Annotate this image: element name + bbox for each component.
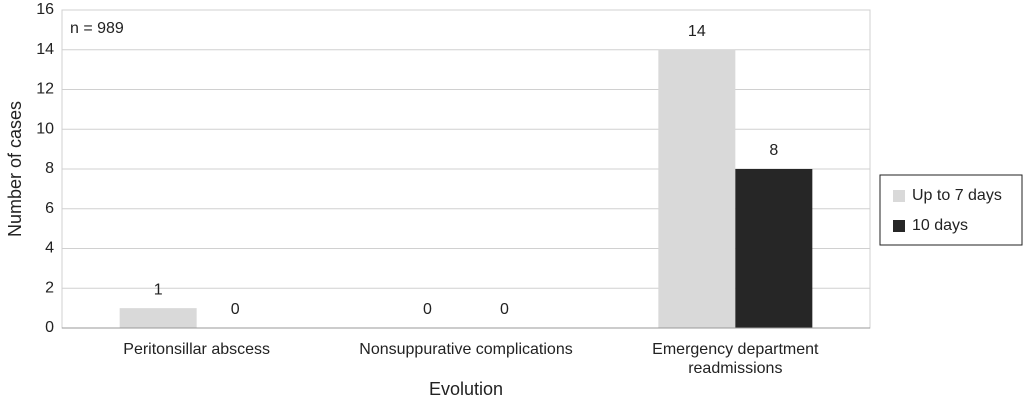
x-tick-label: Nonsuppurative complications bbox=[359, 341, 573, 358]
y-tick-label: 12 bbox=[36, 81, 54, 98]
y-tick-label: 14 bbox=[36, 41, 54, 58]
y-tick-label: 8 bbox=[45, 160, 54, 177]
annotation: n = 989 bbox=[70, 20, 124, 37]
y-tick-label: 16 bbox=[36, 1, 54, 18]
legend-label: 10 days bbox=[912, 217, 968, 234]
bar bbox=[119, 308, 197, 328]
y-tick-label: 4 bbox=[45, 240, 54, 257]
bar bbox=[658, 49, 736, 328]
data-label: 0 bbox=[423, 301, 432, 318]
bar bbox=[735, 169, 813, 328]
data-label: 14 bbox=[688, 23, 706, 40]
x-tick-label: Emergency department readmissions bbox=[652, 341, 819, 377]
x-tick-label: Peritonsillar abscess bbox=[123, 341, 271, 358]
data-label: 0 bbox=[500, 301, 509, 318]
x-axis-label: Evolution bbox=[429, 379, 503, 399]
data-label: 0 bbox=[231, 301, 240, 318]
y-tick-label: 2 bbox=[45, 279, 54, 296]
y-tick-label: 10 bbox=[36, 120, 54, 137]
y-tick-label: 0 bbox=[45, 319, 54, 336]
y-axis-label: Number of cases bbox=[5, 101, 25, 237]
legend-swatch bbox=[893, 190, 905, 202]
data-label: 8 bbox=[769, 142, 778, 159]
legend-box bbox=[879, 174, 1023, 246]
legend-label: Up to 7 days bbox=[912, 187, 1002, 204]
legend-swatch bbox=[893, 220, 905, 232]
y-tick-label: 6 bbox=[45, 200, 54, 217]
data-label: 1 bbox=[154, 281, 163, 298]
